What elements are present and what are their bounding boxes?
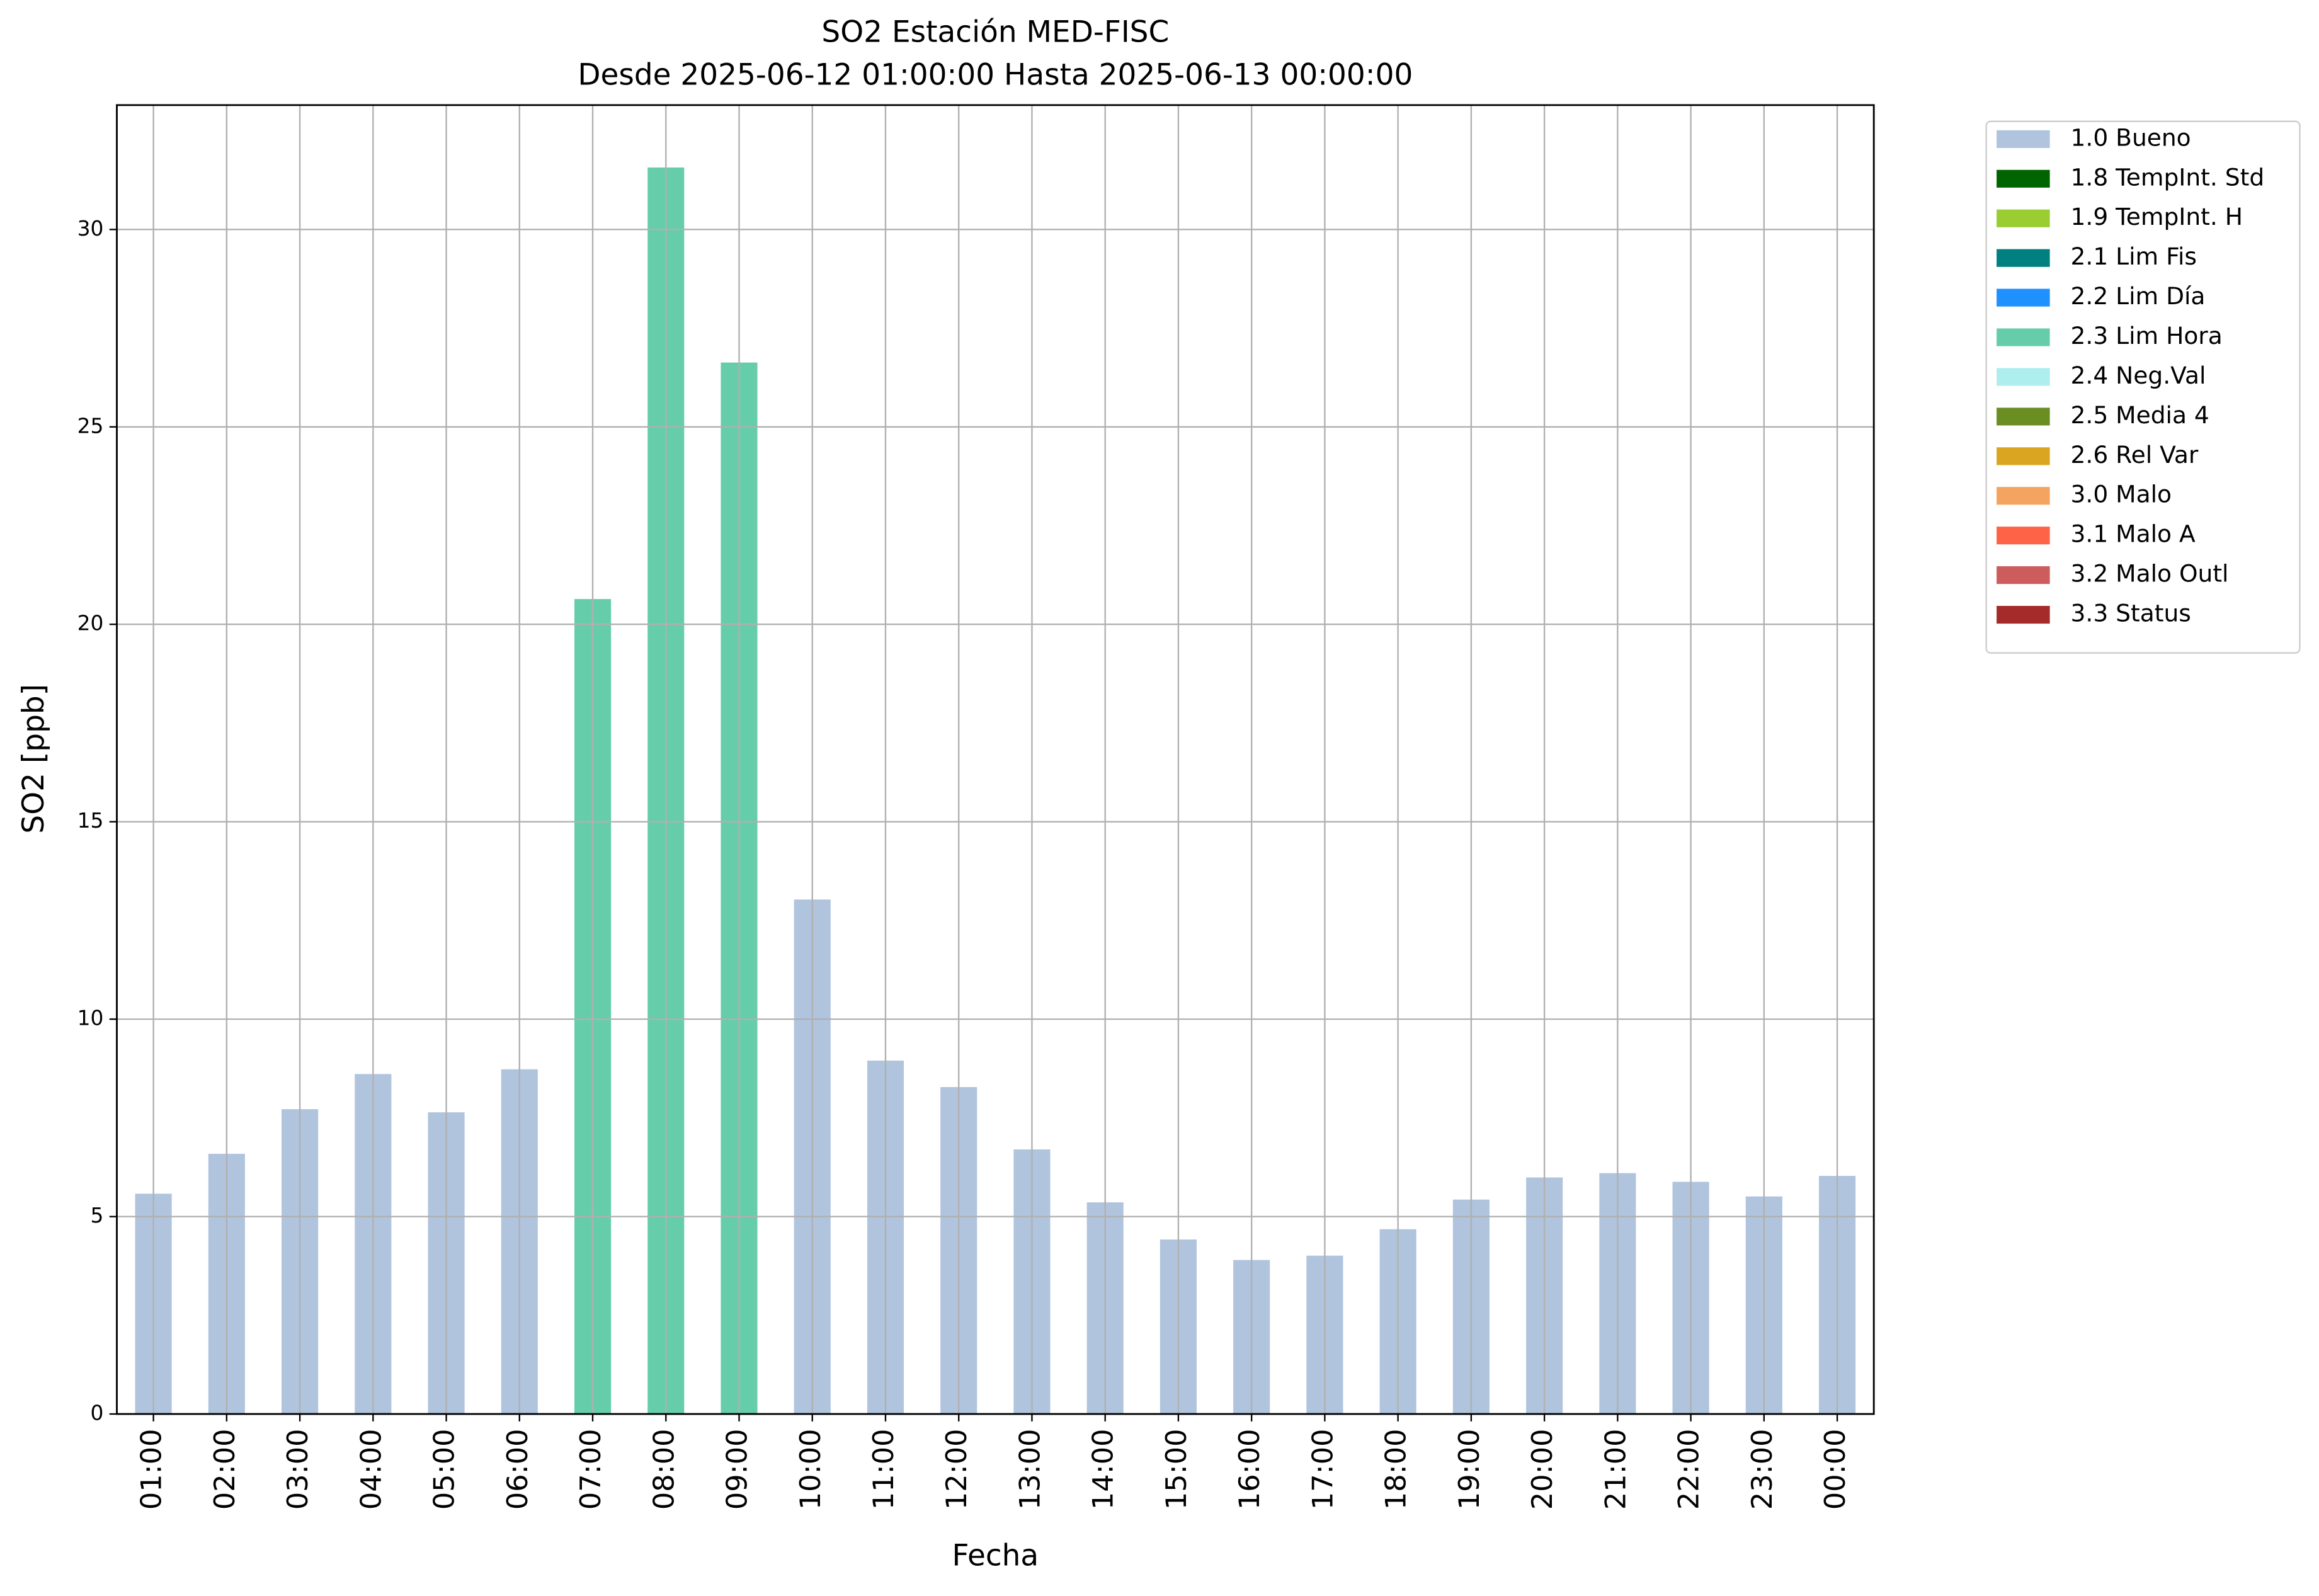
- chart-subtitle: Desde 2025-06-12 01:00:00 Hasta 2025-06-…: [578, 58, 1413, 93]
- legend-swatch: [1997, 130, 2050, 148]
- y-tick-label: 25: [77, 413, 104, 438]
- chart-title: SO2 Estación MED-FISC: [821, 15, 1169, 50]
- legend-label: 3.1 Malo A: [2071, 520, 2196, 548]
- legend-swatch: [1997, 487, 2050, 505]
- x-tick-label: 15:00: [1160, 1429, 1193, 1510]
- legend-swatch: [1997, 249, 2050, 267]
- legend-label: 1.8 TempInt. Std: [2071, 163, 2265, 191]
- x-tick-label: 03:00: [282, 1429, 314, 1510]
- x-tick-label: 08:00: [647, 1429, 680, 1510]
- legend-label: 2.4 Neg.Val: [2071, 362, 2206, 389]
- x-tick-label: 02:00: [208, 1429, 241, 1510]
- legend-swatch: [1997, 368, 2050, 386]
- x-tick-label: 16:00: [1233, 1429, 1266, 1510]
- legend-label: 2.6 Rel Var: [2071, 441, 2199, 469]
- legend-label: 2.5 Media 4: [2071, 401, 2209, 429]
- legend-swatch: [1997, 288, 2050, 307]
- y-tick-label: 20: [77, 611, 104, 636]
- legend-label: 3.0 Malo: [2071, 481, 2172, 508]
- legend-label: 2.2 Lim Día: [2071, 282, 2206, 310]
- y-tick-label: 15: [77, 808, 104, 833]
- y-tick-label: 30: [77, 216, 104, 241]
- x-axis-label: Fecha: [952, 1538, 1039, 1573]
- legend-swatch: [1997, 605, 2050, 624]
- x-tick-label: 05:00: [428, 1429, 461, 1510]
- x-tick-label: 13:00: [1013, 1429, 1046, 1510]
- x-tick-label: 19:00: [1453, 1429, 1486, 1510]
- plot-frame: [116, 104, 1875, 1415]
- legend-swatch: [1997, 209, 2050, 227]
- x-tick-label: 17:00: [1306, 1429, 1339, 1510]
- legend-swatch: [1997, 447, 2050, 465]
- x-tick-label: 11:00: [867, 1429, 900, 1510]
- x-tick-label: 01:00: [135, 1429, 168, 1510]
- legend-swatch: [1997, 169, 2050, 188]
- legend-label: 2.3 Lim Hora: [2071, 322, 2223, 350]
- x-tick-label: 20:00: [1526, 1429, 1559, 1510]
- legend-label: 3.3 Status: [2071, 600, 2191, 627]
- x-tick-label: 04:00: [355, 1429, 387, 1510]
- x-tick-label: 18:00: [1380, 1429, 1413, 1510]
- y-tick-label: 5: [90, 1203, 103, 1228]
- legend-label: 1.9 TempInt. H: [2071, 203, 2243, 231]
- x-tick-label: 21:00: [1599, 1429, 1632, 1510]
- legend-label: 2.1 Lim Fis: [2071, 242, 2197, 270]
- x-tick-label: 22:00: [1673, 1429, 1706, 1510]
- legend-swatch: [1997, 527, 2050, 545]
- legend-swatch: [1997, 408, 2050, 426]
- y-tick-label: 0: [90, 1401, 103, 1425]
- x-tick-label: 23:00: [1746, 1429, 1779, 1510]
- x-tick-label: 09:00: [721, 1429, 754, 1510]
- legend-frame: [1985, 120, 2301, 654]
- legend-swatch: [1997, 328, 2050, 346]
- x-tick-label: 10:00: [794, 1429, 827, 1510]
- x-tick-label: 12:00: [940, 1429, 973, 1510]
- legend-label: 3.2 Malo Outl: [2071, 560, 2229, 588]
- legend-label: 1.0 Bueno: [2071, 123, 2191, 151]
- y-axis-label: SO2 [ppb]: [16, 684, 51, 834]
- x-tick-label: 14:00: [1087, 1429, 1120, 1510]
- legend-swatch: [1997, 566, 2050, 584]
- x-tick-label: 00:00: [1819, 1429, 1852, 1510]
- y-tick-label: 10: [77, 1006, 104, 1030]
- x-tick-label: 07:00: [574, 1429, 607, 1510]
- x-tick-label: 06:00: [501, 1429, 534, 1510]
